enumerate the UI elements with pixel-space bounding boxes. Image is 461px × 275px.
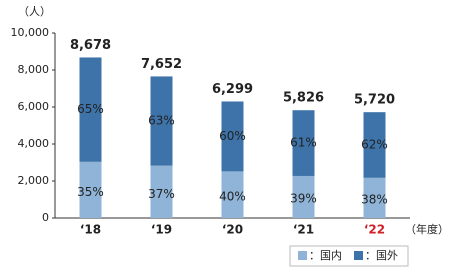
segment-label: 38% xyxy=(361,192,388,206)
segment-label: 35% xyxy=(77,185,104,199)
segment-label: 60% xyxy=(219,129,246,143)
bar-segment xyxy=(363,112,386,178)
segment-label: 61% xyxy=(290,136,317,150)
legend-box xyxy=(289,245,409,267)
bar-segment xyxy=(150,76,173,166)
segment-label: 63% xyxy=(148,114,175,128)
bar-segment xyxy=(292,110,315,176)
total-label: 5,826 xyxy=(283,91,324,106)
bar-segment xyxy=(150,165,173,218)
bar-segment xyxy=(79,161,102,218)
x-tick-label: ‘22 xyxy=(364,223,385,237)
segment-label: 62% xyxy=(361,137,388,151)
y-tick-label: 6,000 xyxy=(18,100,50,113)
total-label: 6,299 xyxy=(212,82,253,97)
total-label: 7,652 xyxy=(141,57,182,72)
y-tick-label: 2,000 xyxy=(18,174,50,187)
legend-label: ：国内 xyxy=(309,248,342,262)
bar-segment xyxy=(363,177,386,218)
total-label: 5,720 xyxy=(354,93,395,108)
bar-segment xyxy=(292,175,315,218)
segment-label: 37% xyxy=(148,187,175,201)
legend-swatch xyxy=(298,251,307,260)
y-unit-label: （人） xyxy=(18,5,51,18)
legend-swatch xyxy=(354,251,363,260)
y-tick-label: 8,000 xyxy=(18,63,50,76)
segment-label: 39% xyxy=(290,192,317,206)
x-tick-label: ‘18 xyxy=(80,223,101,237)
bar-segment xyxy=(79,57,102,162)
legend-label: ：国外 xyxy=(365,249,398,262)
x-tick-label: ‘21 xyxy=(293,223,314,237)
total-label: 8,678 xyxy=(70,38,111,53)
bar-segment xyxy=(221,101,244,172)
x-unit-label: （年度） xyxy=(405,222,449,236)
y-tick-label: 4,000 xyxy=(18,137,50,150)
segment-label: 65% xyxy=(77,102,104,116)
x-tick-label: ‘20 xyxy=(222,223,243,237)
y-tick-label: 0 xyxy=(42,211,49,224)
bar-segment xyxy=(221,171,244,218)
x-tick-label: ‘19 xyxy=(151,223,172,237)
y-tick-label: 10,000 xyxy=(11,26,50,39)
segment-label: 40% xyxy=(219,190,246,204)
